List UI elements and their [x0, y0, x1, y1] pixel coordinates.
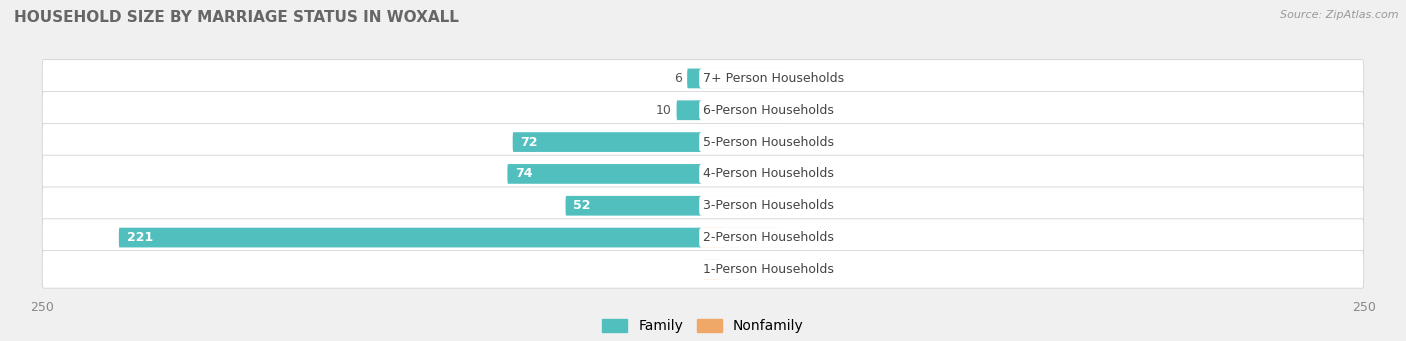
- Text: Source: ZipAtlas.com: Source: ZipAtlas.com: [1281, 10, 1399, 20]
- FancyBboxPatch shape: [42, 187, 1364, 224]
- FancyBboxPatch shape: [513, 132, 703, 152]
- Text: 0: 0: [787, 136, 796, 149]
- Text: 7+ Person Households: 7+ Person Households: [703, 72, 844, 85]
- Text: 8: 8: [730, 231, 737, 244]
- FancyBboxPatch shape: [703, 164, 782, 184]
- Text: 74: 74: [516, 167, 533, 180]
- Text: 52: 52: [574, 199, 591, 212]
- Text: 3-Person Households: 3-Person Households: [703, 199, 834, 212]
- FancyBboxPatch shape: [703, 228, 782, 248]
- Text: 221: 221: [127, 231, 153, 244]
- FancyBboxPatch shape: [42, 60, 1364, 97]
- FancyBboxPatch shape: [676, 100, 703, 120]
- FancyBboxPatch shape: [688, 69, 703, 88]
- FancyBboxPatch shape: [703, 100, 782, 120]
- FancyBboxPatch shape: [565, 196, 703, 216]
- FancyBboxPatch shape: [42, 123, 1364, 161]
- Text: 0: 0: [787, 72, 796, 85]
- Text: 4-Person Households: 4-Person Households: [703, 167, 834, 180]
- Text: 5-Person Households: 5-Person Households: [703, 136, 834, 149]
- FancyBboxPatch shape: [120, 228, 703, 248]
- Text: 10: 10: [655, 104, 671, 117]
- FancyBboxPatch shape: [703, 69, 782, 88]
- FancyBboxPatch shape: [703, 228, 724, 248]
- FancyBboxPatch shape: [508, 164, 703, 184]
- FancyBboxPatch shape: [703, 196, 782, 216]
- Text: 0: 0: [787, 104, 796, 117]
- Text: 6: 6: [724, 263, 733, 276]
- Text: 2-Person Households: 2-Person Households: [703, 231, 834, 244]
- FancyBboxPatch shape: [42, 251, 1364, 288]
- Text: 1-Person Households: 1-Person Households: [703, 263, 834, 276]
- FancyBboxPatch shape: [703, 260, 718, 279]
- FancyBboxPatch shape: [42, 155, 1364, 193]
- FancyBboxPatch shape: [42, 219, 1364, 256]
- Text: 6-Person Households: 6-Person Households: [703, 104, 834, 117]
- Text: 72: 72: [520, 136, 538, 149]
- FancyBboxPatch shape: [703, 260, 782, 279]
- Text: 0: 0: [787, 199, 796, 212]
- Legend: Family, Nonfamily: Family, Nonfamily: [596, 314, 810, 339]
- FancyBboxPatch shape: [703, 132, 782, 152]
- Text: 0: 0: [787, 167, 796, 180]
- Text: 6: 6: [673, 72, 682, 85]
- Text: HOUSEHOLD SIZE BY MARRIAGE STATUS IN WOXALL: HOUSEHOLD SIZE BY MARRIAGE STATUS IN WOX…: [14, 10, 458, 25]
- FancyBboxPatch shape: [42, 91, 1364, 129]
